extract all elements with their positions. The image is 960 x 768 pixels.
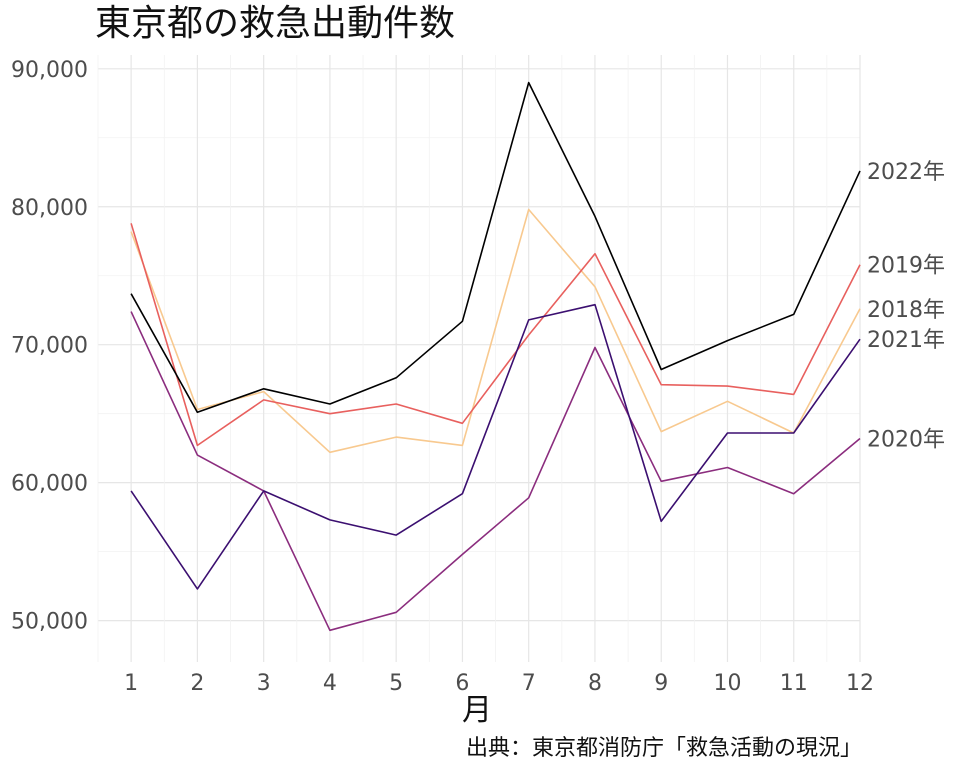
x-tick-label: 9 <box>654 671 668 696</box>
x-tick-label: 8 <box>588 671 602 696</box>
x-axis-ticks: 1 2 3 4 5 6 7 8 9 10 11 12 <box>124 671 874 696</box>
x-tick-label: 1 <box>124 671 138 696</box>
y-tick-label: 60,000 <box>11 472 88 497</box>
series-label: 2018年 <box>867 298 945 323</box>
x-tick-label: 7 <box>522 671 536 696</box>
series-label: 2019年 <box>867 254 945 279</box>
x-tick-label: 2 <box>190 671 204 696</box>
x-tick-label: 10 <box>713 671 741 696</box>
y-tick-label: 50,000 <box>11 610 88 635</box>
series-label: 2022年 <box>867 160 945 185</box>
x-axis-label: 月 <box>462 693 492 728</box>
x-tick-label: 4 <box>323 671 337 696</box>
series-line <box>130 303 861 590</box>
series-label: 2020年 <box>867 428 945 453</box>
y-tick-label: 80,000 <box>11 196 88 221</box>
chart-caption: 出典：東京都消防庁「救急活動の現況」 <box>466 736 862 761</box>
grid <box>97 55 861 662</box>
chart-title: 東京都の救急出動件数 <box>95 3 455 44</box>
y-axis-ticks: 50,000 60,000 70,000 80,000 90,000 <box>11 58 88 635</box>
series-lines <box>130 81 861 632</box>
x-tick-label: 3 <box>257 671 271 696</box>
series-line <box>130 81 861 414</box>
x-tick-label: 6 <box>455 671 469 696</box>
x-tick-label: 5 <box>389 671 403 696</box>
x-tick-label: 12 <box>846 671 874 696</box>
series-label: 2021年 <box>867 328 945 353</box>
series-line <box>130 223 861 447</box>
series-labels: 2018年 2019年 2020年 2021年 2022年 <box>867 160 945 453</box>
series-line <box>130 311 861 632</box>
y-tick-label: 90,000 <box>11 58 88 83</box>
y-tick-label: 70,000 <box>11 334 88 359</box>
series-line <box>130 208 861 454</box>
x-tick-label: 11 <box>780 671 808 696</box>
